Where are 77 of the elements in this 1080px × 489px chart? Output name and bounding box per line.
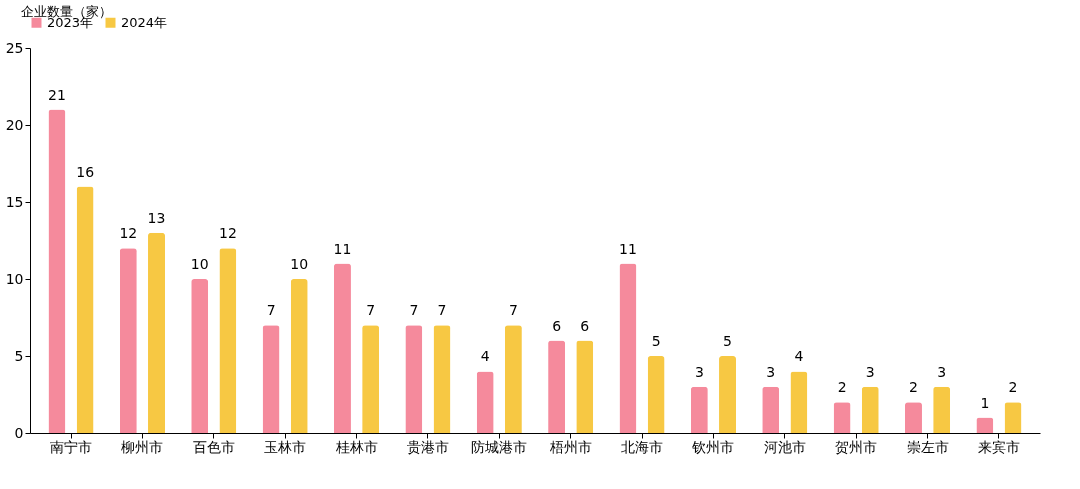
- x-tick-label: 河池市: [763, 438, 806, 455]
- bar: [904, 402, 922, 433]
- data-label: 7: [266, 302, 276, 319]
- data-label: 3: [694, 363, 704, 380]
- data-label: 10: [290, 256, 309, 272]
- bar: [504, 325, 522, 433]
- y-tick-label: 0: [14, 424, 24, 441]
- bar: [191, 279, 209, 433]
- bar: [290, 279, 308, 433]
- x-tick-label: 崇左市: [906, 438, 949, 455]
- bar: [148, 232, 166, 433]
- data-label: 3: [937, 363, 947, 380]
- data-label: 3: [766, 363, 776, 380]
- bar: [976, 417, 994, 433]
- bar: [762, 386, 780, 433]
- y-tick-label: 25: [5, 39, 24, 56]
- y-tick-label: 15: [5, 193, 24, 210]
- x-tick-label: 贺州市: [835, 438, 878, 455]
- bar: [861, 386, 879, 433]
- x-tick-label: 百色市: [192, 438, 235, 455]
- bar: [833, 402, 851, 433]
- x-tick-label: 防城港市: [471, 438, 528, 455]
- bar: [48, 109, 66, 433]
- bar: [262, 325, 280, 433]
- data-label: 12: [119, 225, 138, 242]
- bar: [405, 325, 423, 433]
- bar: [1004, 402, 1022, 433]
- y-tick-label: 10: [5, 270, 24, 287]
- data-label: 7: [508, 302, 518, 319]
- bar: [548, 340, 566, 433]
- y-tick-label: 20: [5, 116, 24, 133]
- x-tick-label: 北海市: [621, 438, 664, 455]
- data-label: 7: [366, 302, 376, 319]
- data-label: 16: [76, 163, 95, 180]
- x-tick-label: 玉林市: [264, 438, 307, 455]
- data-label: 2: [1008, 379, 1018, 396]
- data-label: 5: [723, 333, 732, 349]
- bar: [76, 186, 94, 433]
- bar: [362, 325, 380, 433]
- x-tick-label: 钦州市: [691, 438, 735, 455]
- data-label: 13: [147, 209, 166, 226]
- data-label: 2: [837, 379, 847, 396]
- x-tick-label: 桂林市: [334, 438, 378, 455]
- bar: [790, 371, 808, 433]
- data-label: 2: [909, 379, 918, 396]
- bar: [333, 263, 351, 433]
- x-tick-label: 贵港市: [406, 438, 449, 455]
- bar: [647, 356, 665, 433]
- data-label: 12: [218, 225, 237, 242]
- bar: [690, 386, 708, 433]
- data-label: 3: [865, 363, 875, 380]
- bar: [476, 371, 494, 433]
- x-tick-label: 柳州市: [121, 438, 164, 455]
- bar: [619, 263, 637, 433]
- bar: [119, 248, 137, 433]
- legend-label: 2024年: [121, 14, 168, 30]
- x-tick-label: 南宁市: [50, 438, 93, 455]
- data-label: 6: [552, 317, 562, 334]
- bar: [576, 340, 594, 433]
- bar: [719, 356, 737, 433]
- y-tick-label: 5: [14, 347, 24, 364]
- bar: [933, 386, 951, 433]
- x-tick-label: 梧州市: [548, 438, 592, 455]
- data-label: 21: [48, 86, 66, 103]
- bar: [433, 325, 451, 433]
- data-label: 5: [651, 333, 661, 349]
- x-tick-label: 来宾市: [977, 438, 1020, 455]
- data-label: 4: [480, 348, 490, 365]
- data-label: 11: [619, 240, 637, 257]
- data-label: 1: [980, 394, 990, 411]
- data-label: 4: [794, 348, 804, 365]
- data-label: 10: [190, 256, 209, 272]
- bar: [219, 248, 237, 433]
- data-label: 7: [437, 302, 447, 319]
- data-label: 11: [333, 240, 352, 257]
- data-label: 6: [580, 317, 590, 334]
- data-label: 7: [409, 302, 419, 319]
